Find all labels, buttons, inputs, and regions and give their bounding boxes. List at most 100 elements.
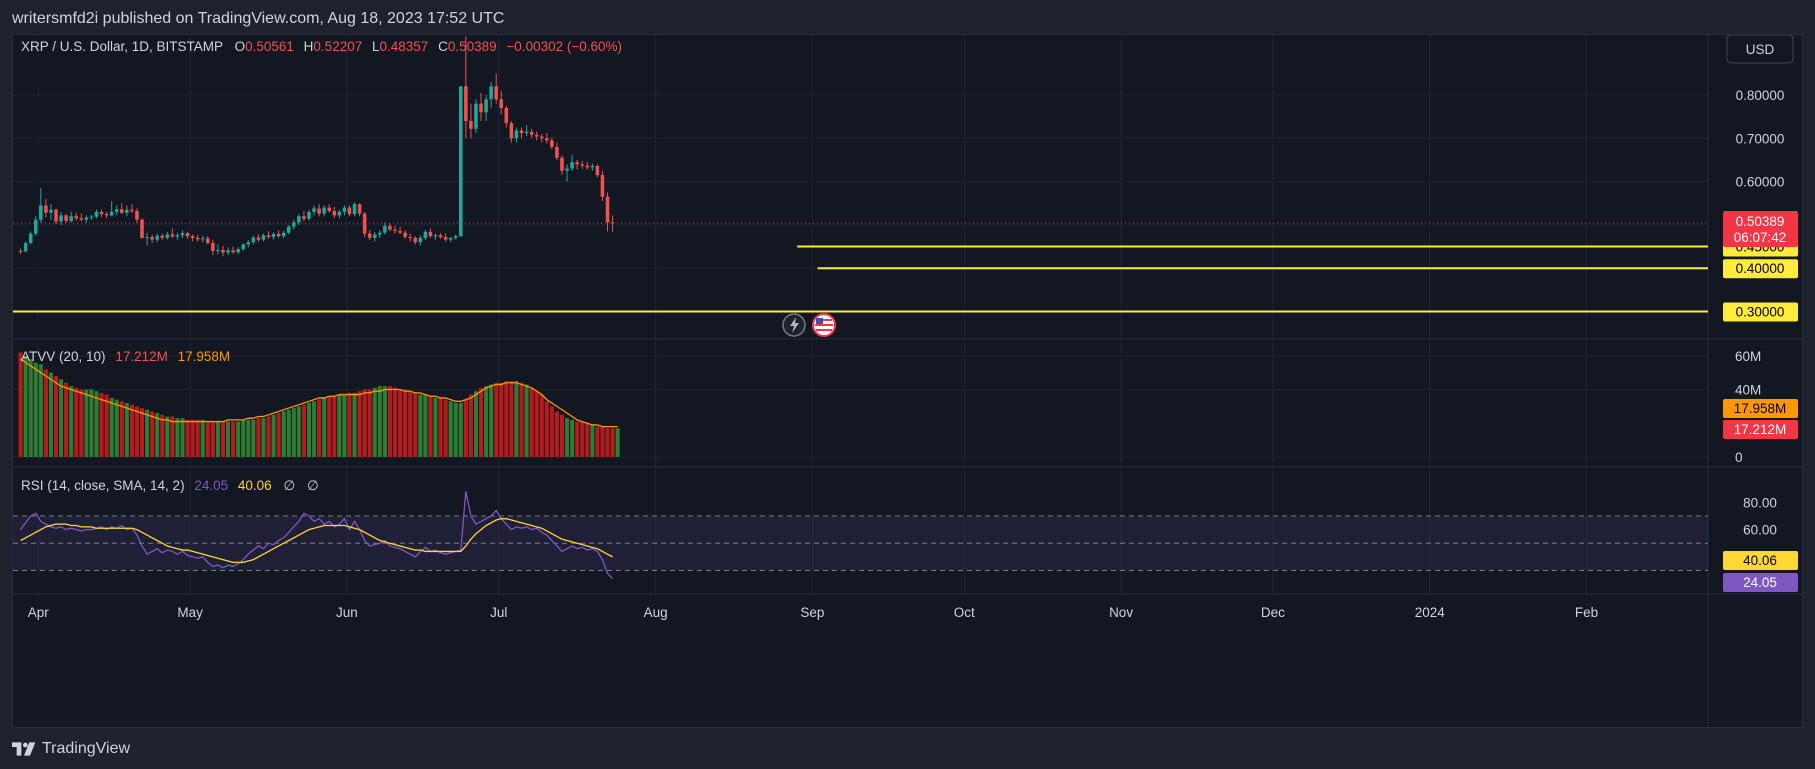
volume-bar[interactable] — [327, 396, 332, 457]
candle-body[interactable] — [529, 131, 534, 135]
candle-body[interactable] — [236, 249, 240, 253]
candle-body[interactable] — [565, 168, 569, 171]
candle-body[interactable] — [550, 140, 554, 147]
candle-body[interactable] — [246, 242, 251, 245]
volume-bar[interactable] — [104, 394, 109, 457]
volume-bar[interactable] — [494, 382, 499, 457]
candle-body[interactable] — [443, 237, 448, 240]
candle-body[interactable] — [276, 233, 281, 237]
candle-body[interactable] — [322, 207, 326, 214]
candle-body[interactable] — [175, 235, 180, 237]
volume-bar[interactable] — [286, 409, 291, 457]
candle-body[interactable] — [378, 232, 382, 235]
candle-body[interactable] — [28, 233, 33, 244]
volume-bar[interactable] — [615, 428, 620, 457]
volume-bar[interactable] — [185, 419, 190, 457]
volume-bar[interactable] — [226, 421, 231, 457]
volume-bar[interactable] — [43, 369, 48, 457]
candle-body[interactable] — [23, 243, 28, 252]
candle-body[interactable] — [519, 130, 524, 134]
volume-bar[interactable] — [271, 414, 276, 457]
volume-bar[interactable] — [570, 419, 575, 457]
candle-body[interactable] — [261, 235, 266, 240]
volume-bar[interactable] — [99, 392, 104, 457]
currency-button[interactable]: USD — [1726, 34, 1794, 64]
volume-bar[interactable] — [433, 397, 438, 457]
volume-bar[interactable] — [428, 396, 433, 457]
volume-bar[interactable] — [251, 419, 256, 457]
candle-body[interactable] — [74, 216, 79, 219]
volume-bar[interactable] — [590, 424, 595, 457]
volume-bar[interactable] — [529, 387, 534, 457]
candle-body[interactable] — [479, 103, 483, 113]
candle-body[interactable] — [271, 233, 276, 238]
candle-body[interactable] — [504, 107, 509, 124]
candle-body[interactable] — [130, 209, 134, 212]
candle-body[interactable] — [94, 211, 99, 217]
candle-body[interactable] — [256, 237, 261, 240]
volume-bar[interactable] — [519, 382, 524, 457]
volume-bar[interactable] — [48, 372, 53, 457]
volume-bar[interactable] — [18, 352, 23, 457]
volume-bar[interactable] — [549, 406, 554, 457]
volume-bar[interactable] — [544, 401, 549, 457]
candle-body[interactable] — [433, 235, 438, 237]
volume-bar[interactable] — [423, 394, 428, 457]
volume-ma-line[interactable] — [20, 358, 618, 428]
volume-bar[interactable] — [539, 394, 544, 457]
volume-bar[interactable] — [317, 399, 322, 457]
volume-bar[interactable] — [109, 397, 114, 457]
volume-bar[interactable] — [215, 421, 220, 457]
volume-bar[interactable] — [256, 418, 261, 457]
candles[interactable] — [18, 36, 615, 257]
candle-body[interactable] — [342, 207, 347, 212]
candle-body[interactable] — [383, 225, 387, 233]
volume-bar[interactable] — [392, 387, 398, 457]
volume-bar[interactable] — [114, 399, 119, 457]
candle-body[interactable] — [534, 134, 539, 137]
volume-bar[interactable] — [261, 418, 266, 457]
volume-bar[interactable] — [337, 394, 342, 457]
volume-bar[interactable] — [565, 418, 570, 457]
candle-body[interactable] — [114, 209, 119, 212]
volume-bar[interactable] — [210, 421, 215, 457]
volume-bar[interactable] — [306, 403, 312, 457]
volume-bar[interactable] — [438, 397, 443, 457]
candle-body[interactable] — [69, 216, 73, 221]
volume-bar[interactable] — [180, 418, 185, 457]
volume-bar[interactable] — [478, 387, 484, 457]
volume-bar[interactable] — [89, 389, 94, 458]
candle-body[interactable] — [231, 250, 235, 253]
candle-body[interactable] — [165, 234, 170, 238]
chart-container[interactable]: 0.45000 0.40000 0.30000 0.80000 0.70000 0.60… — [12, 34, 1803, 728]
volume-bar[interactable] — [231, 421, 236, 457]
volume-bar[interactable] — [342, 394, 347, 457]
candle-body[interactable] — [150, 237, 154, 240]
candle-body[interactable] — [438, 235, 443, 238]
volume-bar[interactable] — [165, 416, 170, 458]
candle-body[interactable] — [337, 211, 342, 216]
volume-bar[interactable] — [74, 387, 79, 457]
volume-bar[interactable] — [69, 386, 74, 457]
candle-body[interactable] — [54, 209, 58, 222]
candle-body[interactable] — [448, 237, 453, 240]
candle-body[interactable] — [367, 233, 372, 238]
candle-body[interactable] — [509, 123, 514, 139]
volume-bar[interactable] — [448, 401, 453, 457]
volume-bar[interactable] — [504, 381, 509, 457]
candle-body[interactable] — [251, 237, 256, 243]
candle-body[interactable] — [185, 233, 190, 237]
volume-bar[interactable] — [170, 416, 175, 458]
candle-body[interactable] — [135, 211, 139, 220]
volume-bar[interactable] — [94, 391, 99, 457]
candle-body[interactable] — [453, 236, 458, 238]
volume-bar[interactable] — [129, 404, 134, 457]
candle-body[interactable] — [388, 225, 392, 230]
volume-bar[interactable] — [312, 401, 317, 457]
volume-bar[interactable] — [266, 416, 271, 458]
candle-body[interactable] — [39, 205, 43, 220]
candle-body[interactable] — [125, 209, 129, 213]
volume-bar[interactable] — [524, 384, 529, 457]
rsi-ma-line[interactable] — [20, 518, 613, 563]
candle-body[interactable] — [33, 219, 38, 234]
